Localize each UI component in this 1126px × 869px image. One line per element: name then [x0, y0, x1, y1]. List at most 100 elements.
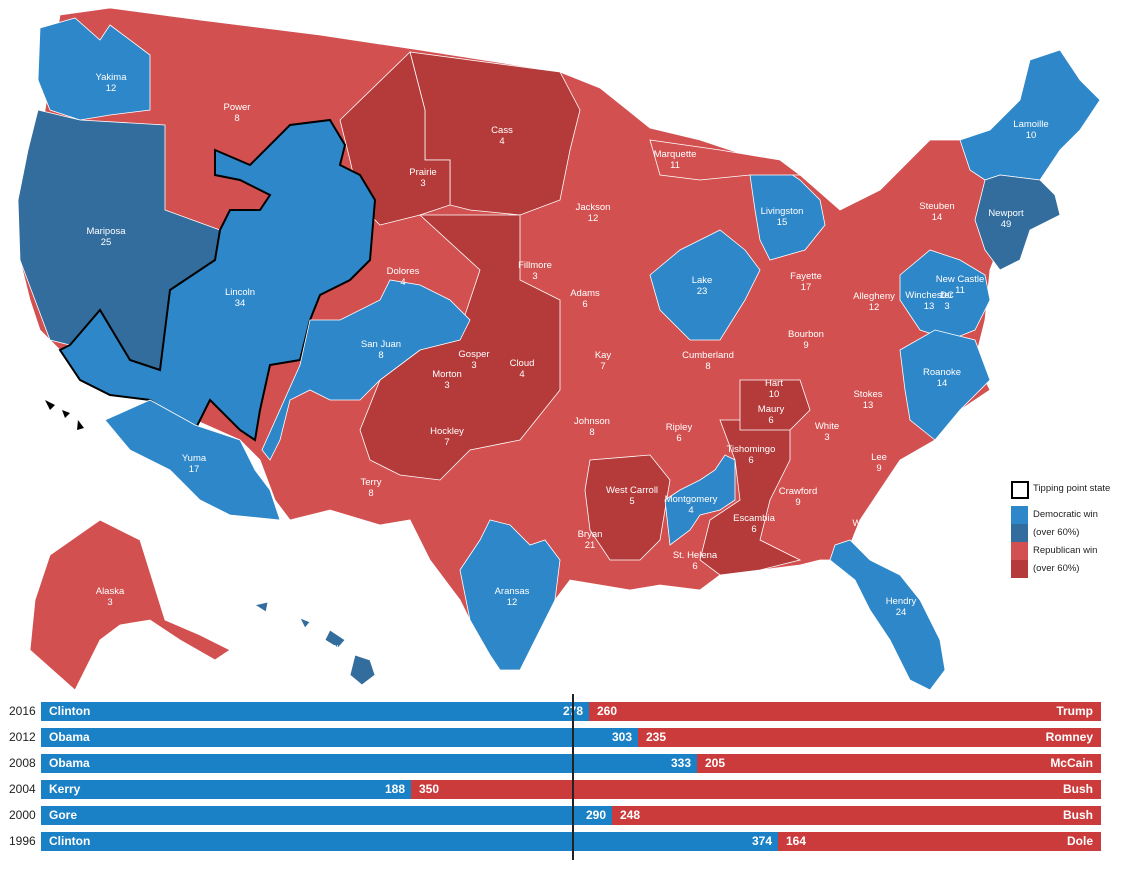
- region-name: Wayne: [852, 518, 881, 529]
- rep-electoral-votes: 164: [786, 834, 807, 848]
- region-votes: 6: [676, 433, 681, 444]
- result-year: 1996: [9, 834, 36, 848]
- region-votes: 10: [1026, 130, 1037, 141]
- region-dc[interactable]: DC3: [940, 290, 954, 312]
- region-votes: 24: [896, 607, 907, 618]
- region-name: Hart: [765, 378, 783, 389]
- region-name: Crawford: [779, 486, 818, 497]
- region-name: Bourbon: [788, 329, 824, 340]
- result-year: 2004: [9, 782, 36, 796]
- region-name: Cumberland: [682, 350, 734, 361]
- result-row-2000: 2000 Gore 290 248 Bush: [0, 806, 1126, 825]
- rep-electoral-votes: 205: [705, 756, 726, 770]
- region-name: Maury: [758, 404, 785, 415]
- rep-bar: 164 Dole: [778, 832, 1101, 851]
- region-fill-newport: [974, 174, 1061, 271]
- region-name: Lee: [871, 452, 887, 463]
- dem-electoral-votes: 290: [585, 808, 606, 822]
- region-votes: 4: [336, 653, 341, 664]
- region-votes: 3: [532, 271, 537, 282]
- majority-line: [572, 694, 574, 860]
- region-votes: 25: [101, 237, 112, 248]
- region-votes: 3: [420, 178, 425, 189]
- region-votes: 21: [585, 540, 596, 551]
- region-fill-yakima: [37, 17, 151, 121]
- region-name: San Juan: [361, 339, 401, 350]
- region-votes: 12: [106, 83, 117, 94]
- rep-candidate: Dole: [1066, 834, 1093, 848]
- result-row-2004: 2004 Kerry 188 350 Bush: [0, 780, 1126, 799]
- rep-candidate: Trump: [1056, 704, 1093, 718]
- region-votes: 12: [869, 302, 880, 313]
- region-name: Bryan: [578, 529, 603, 540]
- region-name: Marquette: [654, 149, 697, 160]
- region-votes: 3: [107, 597, 112, 608]
- region-votes: 7: [444, 437, 449, 448]
- rep-bar: 248 Bush: [612, 806, 1101, 825]
- region-name: Newport: [988, 208, 1024, 219]
- region-name: Gosper: [458, 349, 489, 360]
- legend-tipping: Tipping point state: [1008, 480, 1126, 499]
- region-votes: 8: [234, 113, 239, 124]
- region-votes: 3: [444, 380, 449, 391]
- region-votes: 3: [471, 360, 476, 371]
- rep-bar: 205 McCain: [697, 754, 1101, 773]
- tipping-point-swatch: [1011, 481, 1029, 499]
- region-name: Livingston: [761, 206, 804, 217]
- region-votes: 14: [937, 378, 948, 389]
- region-name: Kay: [595, 350, 612, 361]
- region-votes: 4: [499, 136, 504, 147]
